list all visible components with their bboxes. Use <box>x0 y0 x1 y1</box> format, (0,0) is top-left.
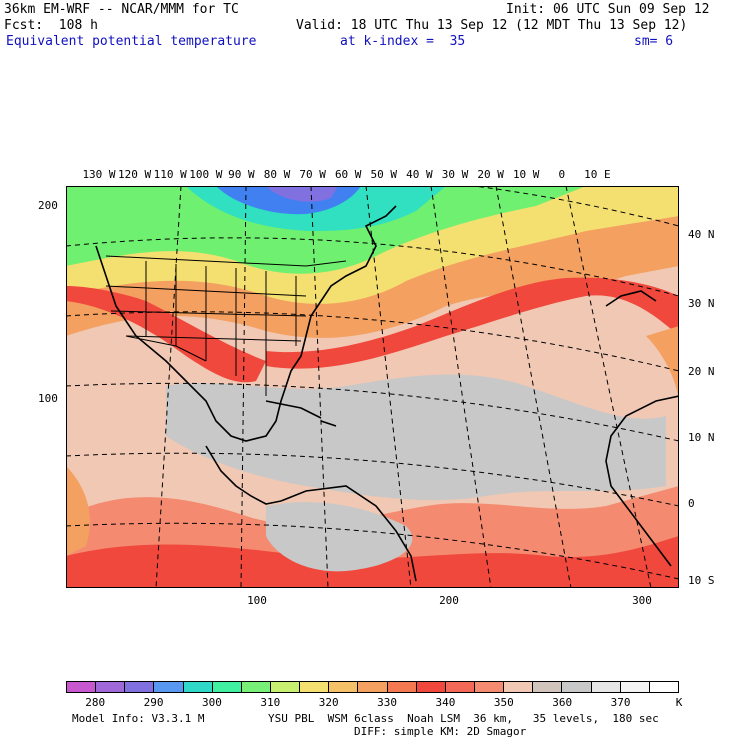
lon-label: 0 <box>558 168 566 181</box>
colorbar-label: K <box>675 696 683 709</box>
valid-time: Valid: 18 UTC Thu 13 Sep 12 (12 MDT Thu … <box>296 18 688 33</box>
lon-label: 110 W <box>153 168 187 181</box>
colorbar-label: 280 <box>85 696 106 709</box>
colorbar-swatch <box>270 682 301 692</box>
lon-label: 100 W <box>189 168 223 181</box>
colorbar-swatch <box>445 682 475 692</box>
meridian-60w <box>365 186 412 588</box>
lon-label: 40 W <box>406 168 433 181</box>
lon-label: 10 E <box>584 168 611 181</box>
lon-label: 50 W <box>370 168 398 181</box>
lon-label: 80 W <box>263 168 291 181</box>
colorbar-swatch <box>300 682 330 692</box>
colorbar-swatch <box>212 682 242 692</box>
state-lines <box>105 261 307 396</box>
lon-label: 90 W <box>228 168 255 181</box>
colorbar-label: 300 <box>202 696 222 709</box>
colorbar-swatch <box>562 682 592 692</box>
orange-patch-east <box>646 326 679 406</box>
hispaniola-coast <box>320 420 337 427</box>
colorbar-swatch <box>358 682 388 692</box>
cuba-coast <box>265 400 322 419</box>
africa-coast <box>605 395 679 567</box>
south-america-coast <box>280 485 417 582</box>
diffusion-info: DIFF: simple KM: 2D Smagor <box>354 725 527 738</box>
colorbar-label: 290 <box>143 696 164 709</box>
colorbar-swatch <box>504 682 534 692</box>
colorbar-swatch <box>125 682 155 692</box>
red-band-west <box>66 286 266 383</box>
colorbar-swatch <box>329 682 359 692</box>
meridian-100w <box>240 186 247 588</box>
grid-x-label-100: 100 <box>247 594 267 607</box>
lat-label: 30 N <box>688 297 715 310</box>
smoothing-value: sm= 6 <box>634 34 674 49</box>
purple-patch <box>266 186 338 202</box>
lat-label: 10 N <box>688 431 715 444</box>
colorbar <box>66 681 679 693</box>
colorbar-label: 310 <box>260 696 281 709</box>
forecast-hour: Fcst: 108 h <box>4 18 98 33</box>
lon-label: 30 W <box>441 168 469 181</box>
meridian-80w <box>310 186 329 588</box>
colorbar-swatch <box>474 682 505 692</box>
lon-label: 10 W <box>512 168 540 181</box>
central-america-coast <box>205 445 282 505</box>
colorbar-swatch <box>67 682 97 692</box>
grid-y-label-100: 100 <box>38 392 58 405</box>
colorbar-label: 370 <box>610 696 631 709</box>
colorbar-label: 320 <box>318 696 339 709</box>
colorbar-swatch <box>96 682 126 692</box>
model-title: 36km EM-WRF -- NCAR/MMM for TC <box>4 2 239 17</box>
field-name: Equivalent potential temperature <box>6 34 257 49</box>
lon-label: 60 W <box>334 168 362 181</box>
colorbar-label: 330 <box>377 696 398 709</box>
colorbar-swatch <box>416 682 446 692</box>
red-band-atlantic <box>266 277 679 369</box>
meridian-40w <box>430 186 492 588</box>
gray-region-south <box>266 502 413 572</box>
lon-label: 70 W <box>299 168 326 181</box>
iberia-coast <box>605 290 657 307</box>
north-america-coast <box>95 205 397 442</box>
theta-e-map <box>66 186 679 588</box>
level-index: at k-index = 35 <box>340 34 466 49</box>
parallel-10s <box>66 522 679 580</box>
colorbar-swatch <box>620 682 650 692</box>
model-info: Model Info: V3.3.1 M <box>72 712 205 725</box>
lon-label: 120 W <box>118 168 152 181</box>
orange-band-west-coast <box>66 466 90 556</box>
colorbar-swatch <box>649 682 678 692</box>
colorbar-swatch <box>533 682 563 692</box>
lon-label: 130 W <box>82 168 116 181</box>
lat-label: 10 S <box>688 574 715 587</box>
lat-label: 0 <box>688 497 695 510</box>
lat-label: 20 N <box>688 365 715 378</box>
map-border <box>66 186 679 588</box>
colorbar-label: 350 <box>493 696 514 709</box>
grid-x-label-300: 300 <box>632 594 652 607</box>
lon-label: 20 W <box>477 168 504 181</box>
lat-label: 40 N <box>688 228 715 241</box>
parallel-10n <box>66 382 679 442</box>
colorbar-swatch <box>387 682 417 692</box>
colorbar-swatch <box>183 682 213 692</box>
meridian-120w <box>155 186 182 588</box>
colorbar-swatch <box>591 682 621 692</box>
grid-y-label-200: 200 <box>38 199 58 212</box>
grid-x-label-200: 200 <box>439 594 459 607</box>
physics-info: YSU PBL WSM 6class Noah LSM 36 km, 35 le… <box>268 712 659 725</box>
colorbar-swatch <box>241 682 271 692</box>
us-canada-border <box>105 255 347 267</box>
init-time: Init: 06 UTC Sun 09 Sep 12 <box>506 2 710 17</box>
colorbar-label: 340 <box>435 696 456 709</box>
parallel-equator <box>66 452 679 507</box>
political-borders <box>105 255 347 396</box>
colorbar-swatch <box>154 682 184 692</box>
coastlines <box>95 205 679 582</box>
colorbar-label: 360 <box>552 696 573 709</box>
